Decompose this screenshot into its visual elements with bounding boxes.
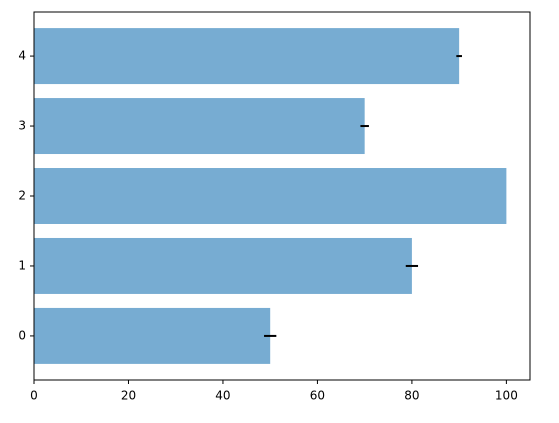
x-tick-label: 0: [30, 389, 38, 403]
y-tick-label: 0: [18, 328, 26, 342]
x-tick-label: 40: [215, 389, 230, 403]
y-tick-label: 1: [18, 258, 26, 272]
y-tick-label: 3: [18, 119, 26, 133]
x-tick-label: 60: [310, 389, 325, 403]
y-tick-label: 2: [18, 189, 26, 203]
bar: [34, 168, 507, 224]
x-tick-label: 20: [121, 389, 136, 403]
bar: [34, 307, 271, 364]
bar: [34, 98, 365, 155]
y-tick-label: 4: [18, 49, 26, 63]
x-tick-label: 80: [404, 389, 419, 403]
bar: [34, 28, 460, 85]
bar: [34, 237, 412, 294]
x-tick-label: 100: [495, 389, 518, 403]
